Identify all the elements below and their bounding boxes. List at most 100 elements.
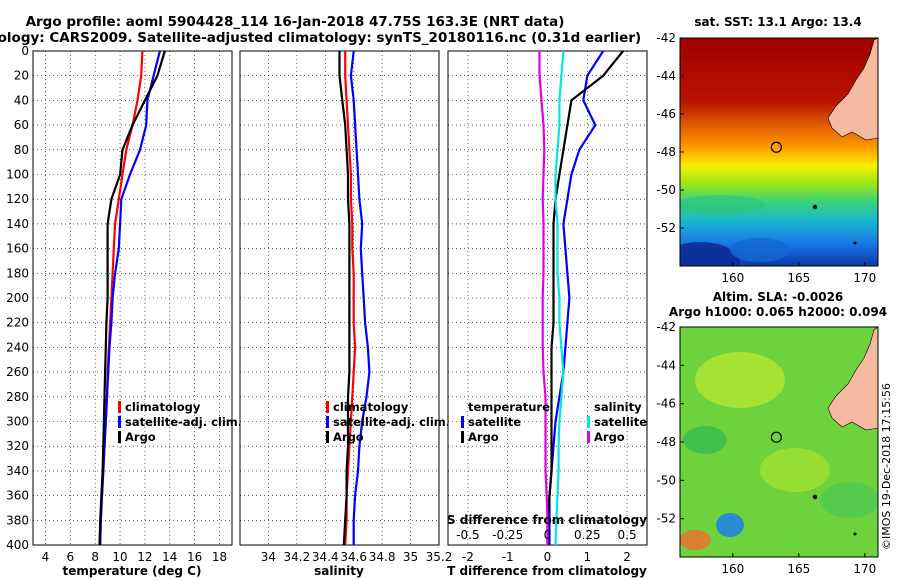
map-y-tick-label: -52 (656, 221, 676, 235)
y-tick-label: 0 (21, 44, 29, 58)
map-x-tick-label: 170 (853, 271, 876, 285)
legend-swatch-sal-satellite (587, 416, 590, 428)
sla-high-patch (760, 448, 830, 492)
y-tick-label: 380 (6, 513, 29, 527)
sst-map-ticks: 160 165 170 -42 -44 -46 -48 -50 -52 (656, 31, 876, 285)
series-line-argo (98, 50, 166, 546)
figure-title-line1: Argo profile: aoml 5904428_114 16-Jan-20… (26, 14, 565, 30)
sla-map-image (680, 327, 878, 557)
series-line-satellite-adj-clim (349, 50, 371, 545)
x-tick-label: 2 (623, 550, 631, 564)
x-tick-label: 34.6 (340, 550, 367, 564)
sla-map-title-line1: Altim. SLA: -0.0026 (713, 290, 844, 304)
x-tick-label: 10 (112, 550, 127, 564)
y-tick-label: 80 (14, 143, 29, 157)
difference-xlabel: T difference from climatology (447, 564, 647, 578)
map-y-tick-label: -50 (656, 473, 676, 487)
y-tick-label: 300 (6, 415, 29, 429)
series-line-argo (538, 51, 549, 545)
x-tick-label: 34.4 (312, 550, 339, 564)
series-line-argo (546, 50, 624, 545)
x-tick-label: 4 (42, 550, 50, 564)
map-x-tick-label: 160 (721, 271, 744, 285)
x-tick-label: 8 (91, 550, 99, 564)
y-tick-label: 240 (6, 340, 29, 354)
map-y-tick-label: -48 (656, 145, 676, 159)
salinity-xlabel: salinity (314, 564, 364, 578)
y-tick-label: 260 (6, 365, 29, 379)
top-x-tick-label: 0 (544, 528, 552, 542)
island-mark (853, 241, 857, 245)
legend-label-satellite: satellite-adj. clim. (125, 415, 242, 429)
y-tick-label: 160 (6, 242, 29, 256)
map-y-tick-label: -42 (656, 320, 676, 334)
y-tick-label: 220 (6, 316, 29, 330)
legend-label-sal-satellite: satellite (594, 415, 647, 429)
x-tick-label: 34 (261, 550, 276, 564)
top-x-tick-label: 0.5 (618, 528, 637, 542)
sla-map-ticks: 160 165 170 -42 -44 -46 -48 -50 -52 (656, 320, 876, 576)
x-tick-label: -2 (462, 550, 474, 564)
series-line-argo (338, 51, 351, 546)
y-tick-label: 140 (6, 217, 29, 231)
series-line-satellite (554, 50, 565, 546)
legend-swatch-climatology (326, 401, 329, 413)
watermark: ©IMOS 19-Dec-2018 17:15:56 (880, 383, 893, 550)
figure-title-line2: Climatology: CARS2009. Satellite-adjuste… (0, 30, 641, 46)
x-tick-label: 12 (137, 550, 152, 564)
legend-swatch-argo (118, 431, 121, 443)
top-x-tick-label: -0.5 (456, 528, 479, 542)
legend-label-temp-satellite: satellite (468, 415, 521, 429)
map-y-tick-label: -42 (656, 31, 676, 45)
legend-title-salinity: salinity (594, 400, 642, 414)
temperature-xlabel: temperature (deg C) (63, 564, 202, 578)
sst-green-band (680, 195, 765, 215)
sst-map: sat. SST: 13.1 Argo: 13.4 160 165 170 -42 -4… (656, 15, 879, 285)
y-tick-label: 400 (6, 538, 29, 552)
salinity-ticks: 34 34.2 34.4 34.6 34.8 35 35.2 (261, 550, 453, 564)
legend-swatch-temp-argo (461, 431, 464, 443)
sst-map-image (680, 38, 878, 266)
legend-swatch-climatology (118, 401, 121, 413)
map-y-tick-label: -50 (656, 183, 676, 197)
new-zealand-land (827, 327, 878, 431)
sla-map-title-line2: Argo h1000: 0.065 h2000: 0.094 (669, 305, 887, 319)
x-tick-label: 16 (187, 550, 202, 564)
map-x-tick-label: 160 (721, 562, 744, 576)
salinity-legend: climatology satellite-adj. clim. Argo (326, 400, 450, 444)
temperature-series (98, 50, 166, 546)
x-tick-label: 0 (544, 550, 552, 564)
series-line-climatology (344, 51, 357, 546)
map-y-tick-label: -48 (656, 435, 676, 449)
sst-cold-patch (680, 242, 740, 266)
salinity-series (338, 50, 371, 546)
x-tick-label: 35.2 (426, 550, 453, 564)
y-tick-label: 280 (6, 390, 29, 404)
map-y-tick-label: -46 (656, 107, 676, 121)
y-tick-label: 120 (6, 192, 29, 206)
map-x-tick-label: 170 (853, 562, 876, 576)
sla-warm-eddy (680, 530, 711, 550)
top-x-tick-label: 0.25 (574, 528, 601, 542)
sla-mid-patch (820, 482, 878, 518)
legend-label-temp-argo: Argo (468, 430, 499, 444)
x-tick-label: 18 (212, 550, 227, 564)
sst-map-title: sat. SST: 13.1 Argo: 13.4 (694, 15, 861, 29)
legend-label-climatology: climatology (125, 400, 201, 414)
y-tick-label: 180 (6, 266, 29, 280)
legend-label-sal-argo: Argo (594, 430, 625, 444)
map-x-tick-label: 165 (787, 271, 810, 285)
sla-high-patch (695, 352, 785, 408)
y-tick-label: 100 (6, 168, 29, 182)
argo-position-marker (770, 141, 782, 153)
difference-ticks: -2 -1 0 1 2 -0.5 -0.25 0 0.25 0.5 (456, 528, 636, 564)
map-x-tick-label: 165 (787, 562, 810, 576)
legend-label-climatology: climatology (333, 400, 409, 414)
x-tick-label: 34.8 (369, 550, 396, 564)
y-tick-label: 20 (14, 69, 29, 83)
top-x-tick-label: -0.25 (492, 528, 523, 542)
map-y-tick-label: -46 (656, 397, 676, 411)
x-tick-label: 35 (403, 550, 418, 564)
map-y-tick-label: -44 (656, 69, 676, 83)
